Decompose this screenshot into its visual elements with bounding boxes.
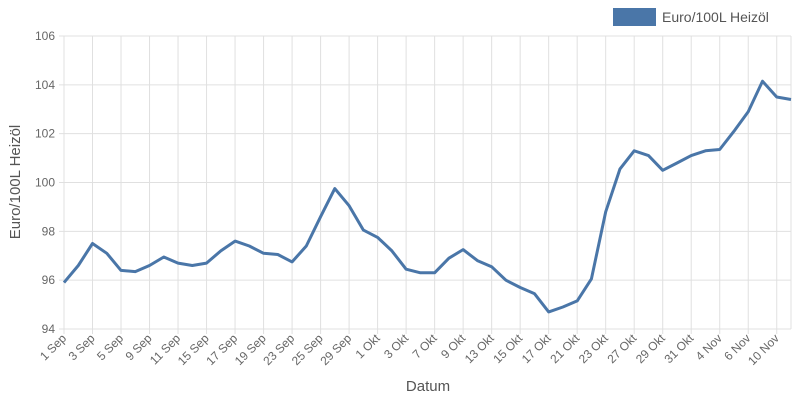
x-tick-label: 7 Okt	[410, 331, 441, 362]
x-tick-label: 15 Okt	[490, 331, 525, 366]
x-tick-label: 1 Okt	[353, 331, 384, 362]
x-tick-label: 10 Nov	[745, 331, 782, 368]
y-tick-label: 98	[42, 224, 56, 238]
y-axis-label: Euro/100L Heizöl	[7, 125, 24, 240]
grid	[59, 35, 792, 334]
y-tick-label: 94	[42, 322, 56, 336]
data-points	[63, 81, 792, 312]
x-tick-label: 31 Okt	[661, 331, 696, 366]
x-tick-label: 27 Okt	[604, 331, 639, 366]
y-tick-label: 102	[35, 127, 55, 141]
series-line	[62, 79, 792, 314]
x-tick-label: 21 Okt	[547, 331, 582, 366]
x-tick-label: 29 Sep	[317, 331, 354, 368]
legend-label: Euro/100L Heizöl	[662, 9, 769, 25]
x-axis-label: Datum	[406, 378, 450, 395]
x-tick-label: 17 Okt	[519, 331, 554, 366]
y-tick-label: 96	[42, 273, 56, 287]
y-tick-label: 100	[35, 176, 55, 190]
x-tick-label: 29 Okt	[633, 331, 668, 366]
x-tick-label: 23 Okt	[576, 331, 611, 366]
y-tick-label: 104	[35, 78, 55, 92]
x-tick-label: 3 Okt	[381, 331, 412, 362]
x-tick-label: 13 Okt	[462, 331, 497, 366]
x-tick-label: 5 Sep	[94, 331, 126, 363]
y-axis-ticks: 94 96 98 100 102 104 106	[35, 29, 55, 336]
legend-swatch	[613, 8, 656, 26]
legend[interactable]: Euro/100L Heizöl	[613, 8, 769, 26]
y-tick-label: 106	[35, 29, 55, 43]
x-tick-label: 4 Nov	[693, 331, 725, 363]
x-tick-label: 3 Sep	[66, 331, 98, 363]
